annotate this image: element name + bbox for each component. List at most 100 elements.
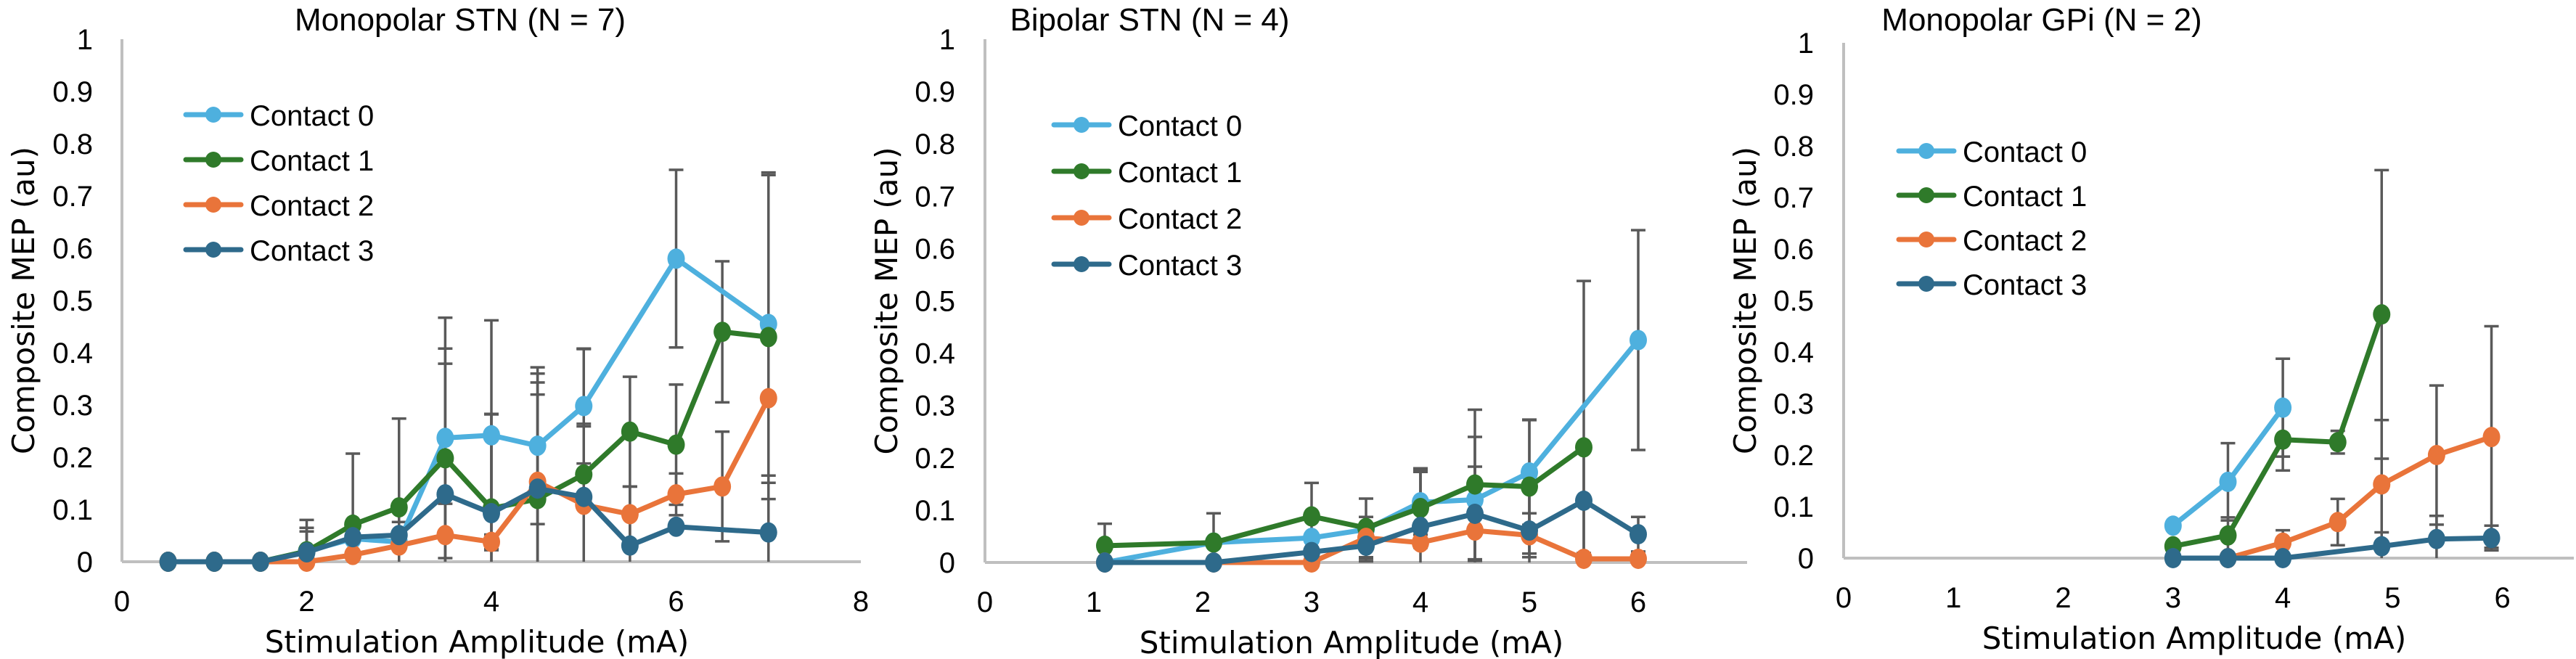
chart-bipolar-stn: Bipolar STN (N = 4) 0 0.1 0.2 0.3 0.4 0.5 0.6 0.… (869, 2, 1747, 659)
y-tick-label: 0 (939, 547, 955, 579)
data-point (2274, 548, 2292, 568)
data-point (344, 527, 362, 548)
data-point (621, 421, 639, 442)
error-bar-contact-3 (530, 372, 545, 562)
y-tick-label: 0.5 (1773, 285, 1814, 317)
y-tick-label: 0.4 (52, 337, 93, 369)
data-point (2482, 427, 2501, 448)
data-point (2482, 528, 2501, 549)
legend-label: Contact 0 (250, 100, 374, 132)
data-point (1205, 552, 1222, 573)
data-point (759, 327, 777, 348)
data-point (575, 486, 593, 507)
data-point (436, 427, 454, 449)
error-bar-contact-3 (761, 481, 776, 562)
series-contact-1 (1096, 437, 1592, 556)
data-point (1096, 552, 1113, 573)
legend: Contact 0 Contact 1 Contact 2 Contact 3 (183, 100, 374, 267)
x-tick-label: 6 (668, 586, 684, 618)
data-point (344, 544, 362, 565)
data-point (2164, 548, 2182, 568)
legend-label: Contact 0 (1118, 110, 1242, 142)
x-axis-title: Stimulation Amplitude (mA) (1982, 621, 2407, 656)
y-tick-label: 0.9 (1773, 79, 1814, 111)
data-point (2427, 445, 2445, 465)
data-point (1466, 520, 1484, 541)
data-point (528, 435, 547, 457)
data-point (1630, 330, 1647, 351)
x-tick-label: 1 (1086, 586, 1102, 618)
data-point (2274, 532, 2292, 553)
data-point (1521, 462, 1538, 483)
data-point (2328, 432, 2347, 453)
y-tick-label: 0.7 (915, 181, 955, 213)
x-tick-label: 6 (2495, 582, 2511, 614)
data-point (205, 552, 224, 572)
data-point (713, 476, 732, 497)
data-point (1205, 532, 1222, 553)
y-tick-label: 0.3 (915, 390, 955, 422)
data-point (1412, 532, 1429, 553)
x-tick-label: 2 (1195, 586, 1211, 618)
y-tick-label: 0 (77, 547, 93, 578)
x-tick-label: 2 (298, 586, 314, 618)
data-point (159, 552, 177, 572)
y-tick-label: 0.6 (52, 233, 93, 265)
x-tick-label: 3 (1304, 586, 1320, 618)
data-point (2219, 525, 2237, 546)
x-tick-label: 0 (1836, 582, 1852, 614)
data-point (1466, 489, 1484, 510)
data-point (2274, 397, 2292, 418)
y-tick-label: 1 (939, 24, 955, 56)
x-tick-label: 4 (2275, 582, 2291, 614)
data-point (483, 503, 500, 524)
y-tick-label: 0.6 (915, 233, 955, 265)
chart-monopolar-stn: Monopolar STN (N = 7) 0 0.1 0.2 0.3 0.4 0.5 0.6… (6, 2, 869, 659)
legend-item-contact-2: Contact 2 (183, 190, 374, 222)
y-tick-label: 0.8 (52, 128, 93, 160)
data-point (2328, 512, 2347, 533)
y-tick-label: 0.3 (1773, 388, 1814, 420)
legend-label: Contact 1 (250, 145, 374, 177)
series-line-contact-3 (2170, 535, 2495, 561)
y-tick-label: 0.8 (1773, 131, 1814, 163)
data-point (575, 464, 593, 485)
x-tick-label: 4 (1412, 586, 1428, 618)
y-tick-label: 0.3 (52, 390, 93, 422)
legend-marker-icon (205, 197, 221, 213)
data-point (575, 396, 593, 417)
legend-marker-icon (1074, 256, 1089, 272)
data-point (1303, 541, 1320, 562)
legend-marker-icon (205, 107, 221, 123)
data-point (1575, 548, 1592, 569)
y-tick-label: 0.2 (52, 442, 93, 474)
legend-label: Contact 2 (250, 190, 374, 222)
x-axis-title: Stimulation Amplitude (mA) (1140, 625, 1564, 659)
data-point (1412, 516, 1429, 537)
x-tick-label: 6 (1630, 586, 1646, 618)
x-tick-label: 5 (1521, 586, 1537, 618)
legend-label: Contact 0 (1963, 136, 2087, 168)
data-point (1575, 490, 1592, 511)
legend-label: Contact 3 (1118, 250, 1242, 282)
legend-marker-icon (1918, 276, 1934, 292)
legend-item-contact-1: Contact 1 (1896, 181, 2087, 213)
data-point (2219, 471, 2237, 492)
data-point (436, 484, 454, 505)
data-point (1357, 535, 1375, 556)
x-tick-label: 0 (114, 586, 130, 618)
legend-marker-icon (1074, 210, 1089, 226)
series-contact-1 (2164, 304, 2391, 557)
chart-title: Monopolar STN (N = 7) (295, 2, 626, 38)
x-axis-title: Stimulation Amplitude (mA) (265, 624, 690, 659)
data-point (2427, 528, 2445, 549)
y-tick-label: 0.9 (52, 76, 93, 108)
y-tick-label: 1 (1798, 28, 1814, 60)
y-tick-label: 0.2 (1773, 440, 1814, 472)
y-tick-label: 0.2 (915, 443, 955, 475)
data-point (251, 552, 269, 572)
y-tick-label: 0.7 (1773, 182, 1814, 214)
data-point (2164, 515, 2182, 536)
x-tick-label: 0 (977, 586, 993, 618)
x-tick-label: 4 (483, 586, 499, 618)
